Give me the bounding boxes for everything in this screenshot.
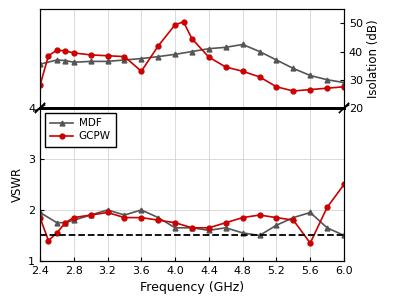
MDF [206, 228, 211, 232]
GCPW [54, 231, 59, 235]
MDF [325, 226, 330, 230]
MDF [291, 216, 296, 220]
MDF [240, 231, 245, 235]
GCPW [156, 218, 161, 222]
GCPW [105, 211, 110, 214]
MDF [173, 226, 178, 230]
GCPW [46, 239, 51, 243]
MDF [105, 208, 110, 212]
MDF [54, 221, 59, 224]
GCPW [291, 218, 296, 222]
GCPW [223, 221, 228, 224]
MDF [190, 226, 194, 230]
MDF [156, 216, 161, 220]
GCPW [206, 226, 211, 230]
GCPW [122, 216, 127, 220]
MDF [274, 223, 279, 227]
GCPW [139, 216, 144, 220]
GCPW [342, 183, 346, 186]
GCPW [63, 221, 68, 224]
Y-axis label: VSWR: VSWR [11, 167, 24, 202]
GCPW [257, 213, 262, 217]
MDF [139, 208, 144, 212]
MDF [342, 234, 346, 237]
MDF [122, 213, 127, 217]
Y-axis label: Isolation (dB): Isolation (dB) [367, 19, 380, 98]
MDF [88, 213, 93, 217]
MDF [223, 226, 228, 230]
MDF [63, 221, 68, 224]
Line: MDF: MDF [38, 208, 346, 238]
GCPW [71, 216, 76, 220]
GCPW [88, 213, 93, 217]
GCPW [240, 216, 245, 220]
GCPW [173, 221, 178, 224]
MDF [257, 234, 262, 237]
MDF [38, 211, 42, 214]
GCPW [190, 226, 194, 230]
MDF [71, 218, 76, 222]
GCPW [274, 216, 279, 220]
GCPW [308, 241, 313, 245]
Legend: MDF, GCPW: MDF, GCPW [45, 113, 116, 147]
X-axis label: Frequency (GHz): Frequency (GHz) [140, 282, 244, 294]
GCPW [38, 216, 42, 220]
GCPW [325, 206, 330, 209]
MDF [308, 211, 313, 214]
Line: GCPW: GCPW [38, 182, 346, 246]
